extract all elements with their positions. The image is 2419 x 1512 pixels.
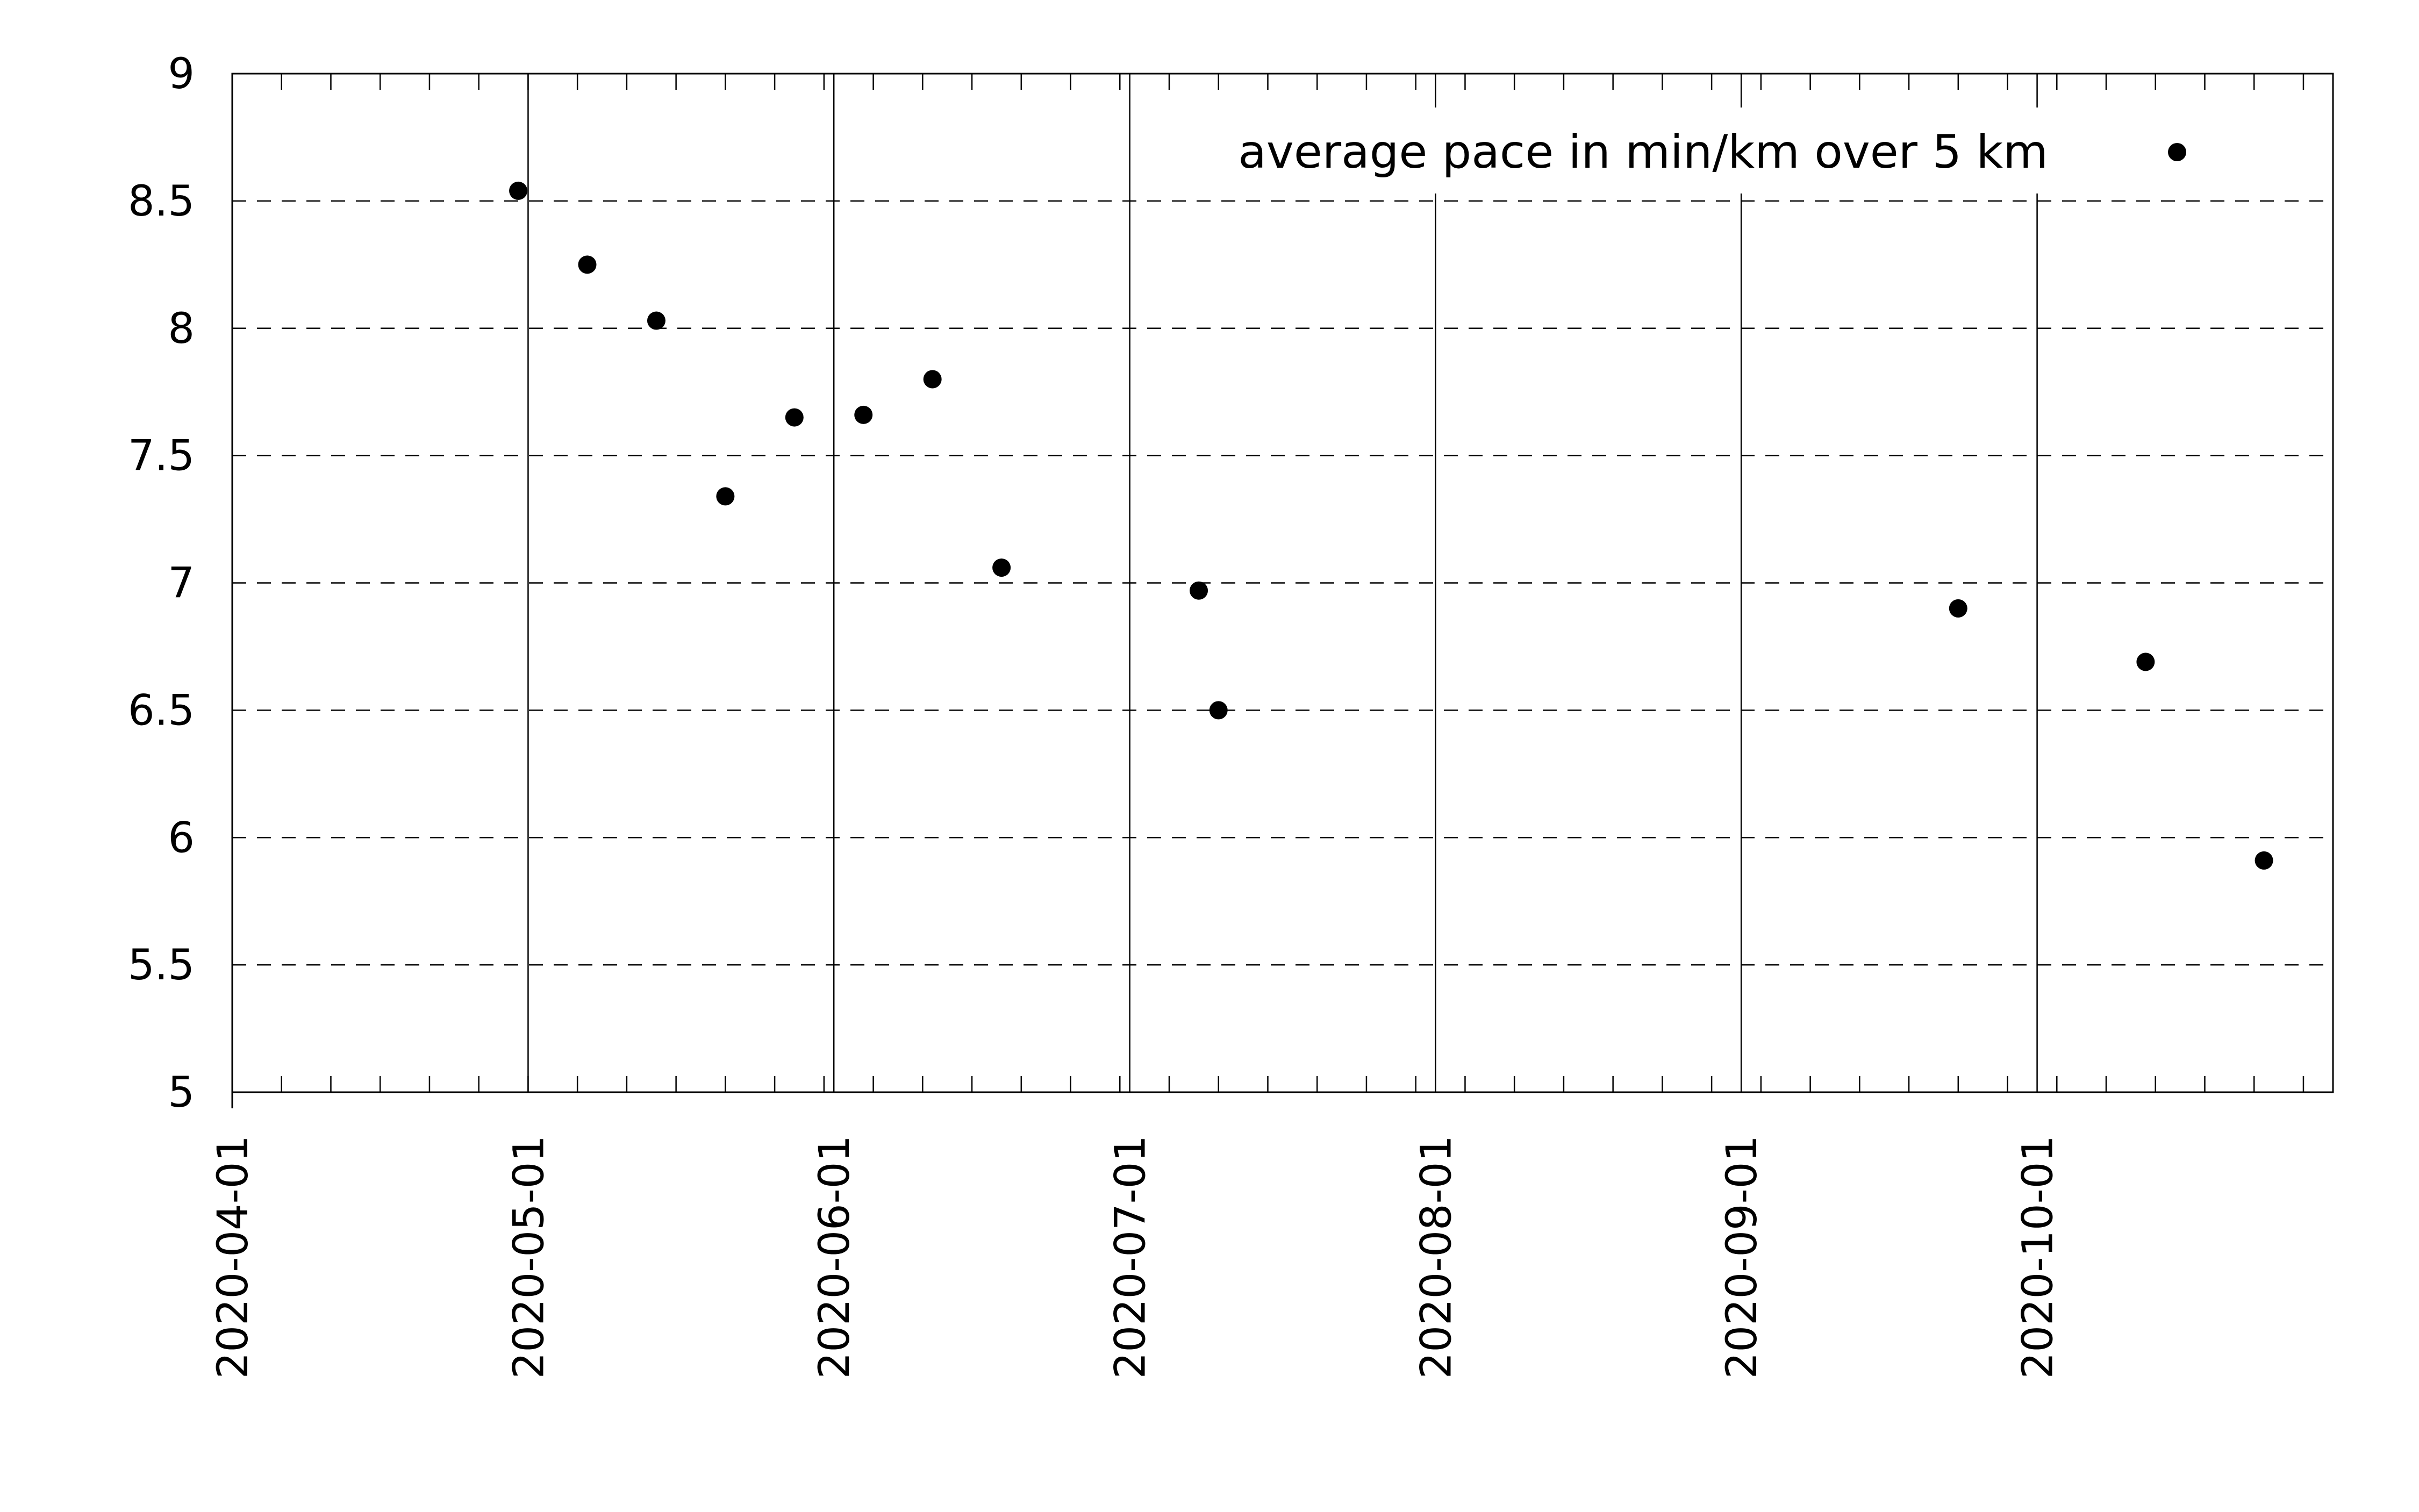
y-tick-label: 7.5: [128, 432, 195, 481]
data-point: [578, 255, 597, 274]
y-axis-tick-labels: 5 5.5 6 6.5 7 7.5 8 8.5 9: [128, 50, 195, 1117]
x-tick-label: 2020-09-01: [1718, 1135, 1766, 1379]
data-point: [785, 408, 804, 427]
x-axis-tick-labels: 2020-04-01 2020-05-01 2020-06-01 2020-07-01…: [209, 1135, 2063, 1379]
x-tick-label: 2020-10-01: [2014, 1135, 2063, 1379]
legend: average pace in min/km over 5 km: [1145, 108, 2301, 194]
data-point: [1190, 581, 1208, 600]
x-tick-label: 2020-06-01: [811, 1135, 859, 1379]
y-tick-label: 6: [168, 814, 195, 862]
data-point: [923, 370, 942, 389]
y-tick-label: 9: [168, 50, 195, 98]
x-tick-label: 2020-05-01: [505, 1135, 553, 1379]
data-point: [2136, 653, 2155, 671]
legend-marker: [2168, 143, 2186, 161]
data-point: [854, 405, 873, 424]
y-tick-label: 5: [168, 1069, 195, 1117]
grid-lines: [231, 74, 2333, 1108]
minor-tick-marks: [281, 74, 2305, 1092]
y-tick-label: 5.5: [128, 941, 195, 990]
y-tick-label: 7: [168, 560, 195, 608]
x-tick-label: 2020-07-01: [1107, 1135, 1155, 1379]
data-points: [509, 181, 2273, 870]
x-tick-label: 2020-08-01: [1412, 1135, 1461, 1379]
y-tick-label: 6.5: [128, 686, 195, 735]
legend-background: [1145, 108, 2301, 194]
y-tick-label: 8: [168, 305, 195, 353]
data-point: [1949, 599, 1967, 618]
x-tick-label: 2020-04-01: [209, 1135, 257, 1379]
data-point: [992, 558, 1011, 577]
data-point: [716, 487, 735, 506]
data-point: [509, 181, 528, 200]
y-tick-label: 8.5: [128, 177, 195, 226]
data-point: [1209, 701, 1228, 720]
plot-frame: [231, 73, 2334, 1093]
data-point: [2255, 851, 2273, 870]
data-point: [647, 311, 665, 330]
legend-label: average pace in min/km over 5 km: [1238, 125, 2048, 179]
